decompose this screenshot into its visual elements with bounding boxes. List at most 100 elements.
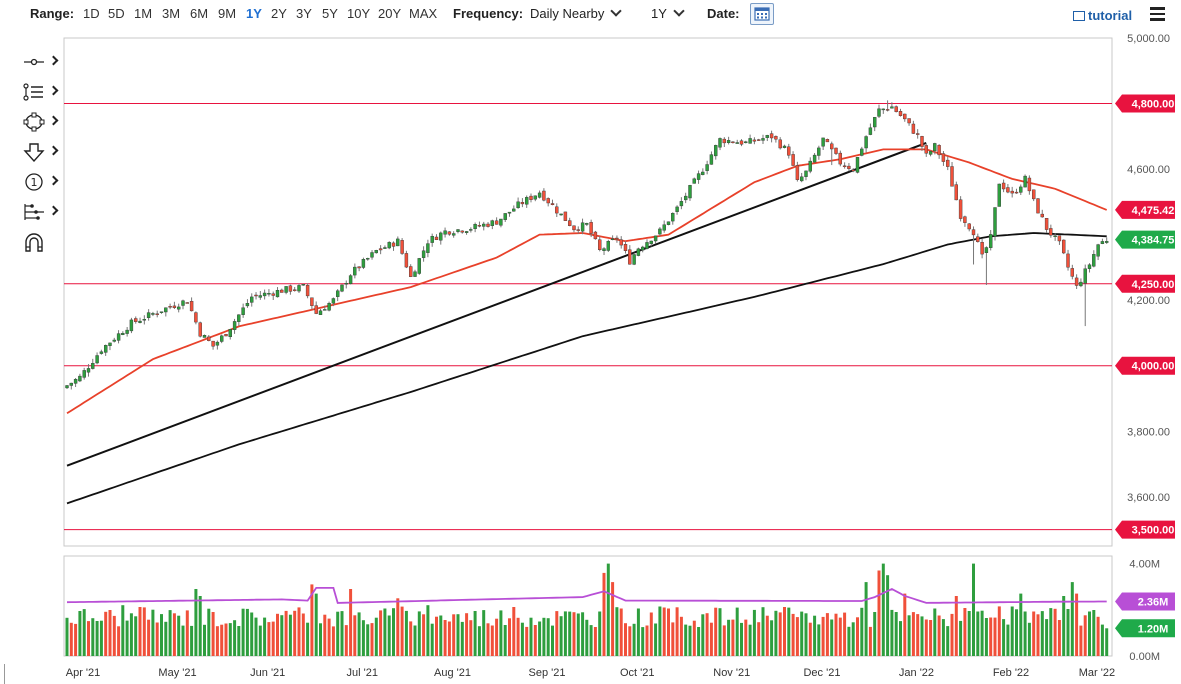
candle-body (997, 183, 1001, 207)
frequency-select[interactable]: Daily Nearby (530, 5, 623, 21)
shape-tool[interactable] (20, 110, 62, 134)
candle-body (482, 223, 486, 227)
volume-bar (151, 609, 155, 656)
range-5y-button[interactable]: 5Y (322, 6, 338, 21)
volume-bar (357, 612, 361, 656)
arrow-tool[interactable] (20, 140, 62, 164)
range-5d-button[interactable]: 5D (108, 6, 125, 21)
volume-bar (134, 616, 138, 656)
range-3m-button[interactable]: 3M (162, 6, 181, 21)
candle-body (1057, 235, 1062, 242)
candle-body (168, 306, 172, 308)
volume-bar (688, 625, 692, 656)
candle-body (1104, 241, 1109, 243)
candle-body (684, 195, 688, 201)
volume-bar (770, 620, 774, 656)
volume-bar (911, 612, 915, 656)
volume-bar (924, 619, 928, 656)
candle-body (679, 201, 684, 207)
volume-bar (1100, 624, 1104, 656)
volume-bar (91, 618, 95, 656)
range-1d-button[interactable]: 1D (83, 6, 100, 21)
candle-body (623, 243, 628, 251)
candle-body (396, 238, 400, 247)
volume-bar (980, 610, 984, 656)
range-1m-button[interactable]: 1M (134, 6, 153, 21)
candle-body (383, 247, 387, 249)
range-9m-button[interactable]: 9M (218, 6, 237, 21)
volume-bar (400, 606, 404, 656)
volume-bar (203, 624, 206, 656)
volume-bar (1053, 608, 1057, 656)
candle-body (258, 295, 262, 298)
volume-bar (78, 611, 82, 656)
text-tool[interactable] (20, 80, 62, 104)
volume-bar (108, 610, 112, 656)
volume-bar (989, 617, 993, 656)
volume-bar (868, 626, 872, 656)
volume-bar (761, 607, 765, 656)
volume-bar (873, 612, 877, 656)
candle-body (520, 201, 525, 205)
volume-bar (1105, 628, 1109, 656)
candle-body (860, 148, 864, 156)
hamburger-menu-icon[interactable] (1150, 7, 1165, 21)
candle-body (533, 195, 537, 200)
volume-bar (288, 614, 292, 656)
volume-bar (293, 610, 297, 656)
volume-bar (972, 563, 975, 656)
candle-body (516, 201, 520, 209)
range-6m-button[interactable]: 6M (190, 6, 209, 21)
volume-bar (129, 613, 133, 656)
range-max-button[interactable]: MAX (409, 6, 438, 21)
magnet-tool[interactable] (20, 230, 62, 254)
volume-bar (409, 621, 413, 656)
volume-bar (301, 613, 305, 656)
date-picker-button[interactable] (750, 3, 774, 25)
range-10y-button[interactable]: 10Y (347, 6, 371, 21)
volume-bar (886, 575, 890, 656)
measure-tool[interactable] (20, 200, 62, 224)
tutorial-link[interactable]: tutorial (1073, 8, 1132, 23)
volume-bar (1006, 624, 1010, 656)
annotation-tool[interactable]: 1 (20, 170, 62, 194)
volume-bar (658, 606, 662, 656)
volume-bar (323, 614, 327, 656)
volume-bar (783, 607, 786, 656)
candle-body (980, 241, 984, 255)
candle-body (907, 118, 911, 124)
volume-bar (731, 619, 735, 656)
range-1y-button[interactable]: 1Y (246, 6, 262, 21)
candle-body (830, 143, 834, 150)
trendline (66, 141, 927, 467)
volume-bar (877, 570, 881, 656)
hline-price-tag (1115, 274, 1175, 293)
hline-price-tag-text: 4,800.00 (1132, 99, 1175, 111)
candle-body (563, 211, 568, 221)
candle-body (971, 229, 976, 236)
volume-bar (215, 626, 219, 656)
crosshair-tool-icon (24, 58, 44, 66)
volume-bar (735, 607, 739, 656)
candle-body (615, 237, 619, 240)
volume-bar (185, 610, 189, 656)
range-2y-button[interactable]: 2Y (271, 6, 287, 21)
candle-body (207, 336, 211, 341)
volume-bar (306, 622, 310, 656)
volume-bar (263, 617, 267, 656)
candle-body (464, 231, 469, 233)
volume-bar (963, 608, 967, 656)
candle-body (1066, 253, 1070, 268)
volume-bar (722, 625, 726, 656)
volume-bar (190, 625, 194, 656)
range-20y-button[interactable]: 20Y (378, 6, 402, 21)
period-select[interactable]: 1Y (651, 5, 685, 21)
x-axis-label: Nov '21 (713, 667, 750, 679)
volume-bar (1045, 619, 1049, 656)
frequency-label: Frequency: (453, 6, 524, 21)
crosshair-tool[interactable] (20, 50, 62, 74)
range-3y-button[interactable]: 3Y (296, 6, 312, 21)
candle-body (353, 266, 357, 276)
candle-body (443, 230, 447, 235)
